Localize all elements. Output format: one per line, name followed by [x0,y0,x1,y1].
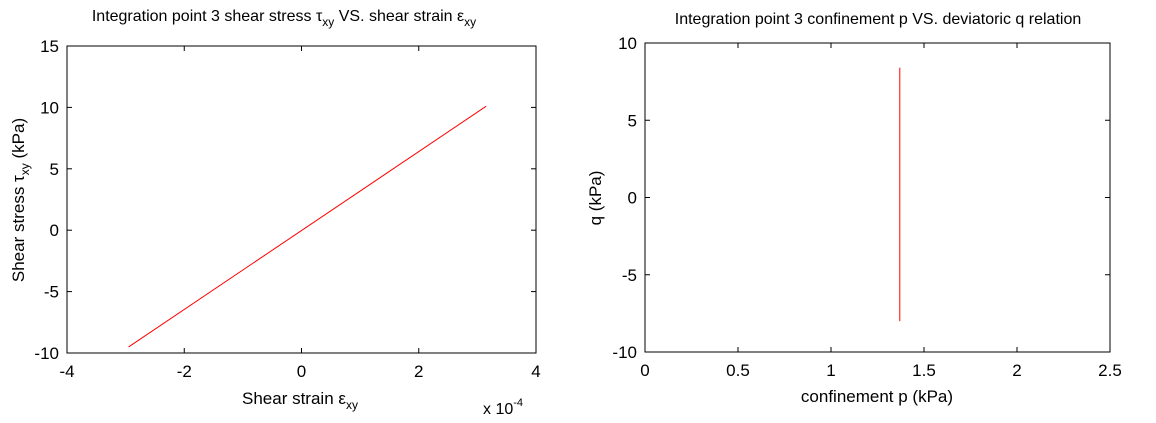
chart-left-xtick-label: 0 [297,362,306,381]
chart-right-ytick-label: -5 [622,266,637,285]
chart-right-xtick-label: 0 [640,361,649,380]
chart-left-ytick-label: -5 [44,283,59,302]
chart-left-plot-area [66,45,537,354]
chart-left-series-line [128,105,487,348]
chart-right-title: Integration point 3 confinement p VS. de… [675,11,1081,28]
chart-right-xtick-label: 2.5 [1098,361,1122,380]
chart-right-xlabel: confinement p (kPa) [801,387,953,406]
chart-right-ytick-label: -10 [612,343,637,362]
chart-left-ylabel: Shear stress τxy (kPa) [9,118,32,282]
chart-left-xtick-label: 4 [531,362,540,381]
chart-left-ytick-label: 10 [40,98,59,117]
chart-left-xlabel: Shear strain εxy [242,389,358,412]
chart-right-ticks: 0 0.5 1 1.5 2 2.5 -10 -5 0 5 10 [612,34,1121,380]
chart-left-ytick-label: 0 [50,221,59,240]
chart-left-ytick-label: 15 [40,37,59,56]
chart-right-ylabel: q (kPa) [586,171,605,226]
chart-left: Integration point 3 shear stress τxy VS.… [9,8,541,418]
chart-left-ticks: -4 -2 0 2 4 -10 -5 0 5 10 15 [34,37,540,381]
chart-right: Integration point 3 confinement p VS. de… [586,11,1122,406]
chart-left-xtick-label: -2 [177,362,192,381]
chart-left-ytick-label: 5 [50,160,59,179]
chart-left-xtick-label: 2 [414,362,423,381]
chart-left-x-multiplier: x 10-4 [483,397,523,418]
chart-right-xtick-label: 2 [1012,361,1021,380]
chart-left-ytick-label: -10 [34,344,59,363]
chart-left-title: Integration point 3 shear stress τxy VS.… [92,8,476,29]
chart-right-plot-area [644,42,1111,353]
chart-right-ytick-label: 5 [628,111,637,130]
chart-right-xtick-label: 0.5 [726,361,750,380]
chart-right-xtick-label: 1 [826,361,835,380]
chart-right-ytick-label: 0 [628,189,637,208]
chart-right-ytick-label: 10 [618,34,637,53]
chart-right-xtick-label: 1.5 [912,361,936,380]
chart-left-series [128,105,487,348]
chart-left-xtick-label: -4 [59,362,74,381]
